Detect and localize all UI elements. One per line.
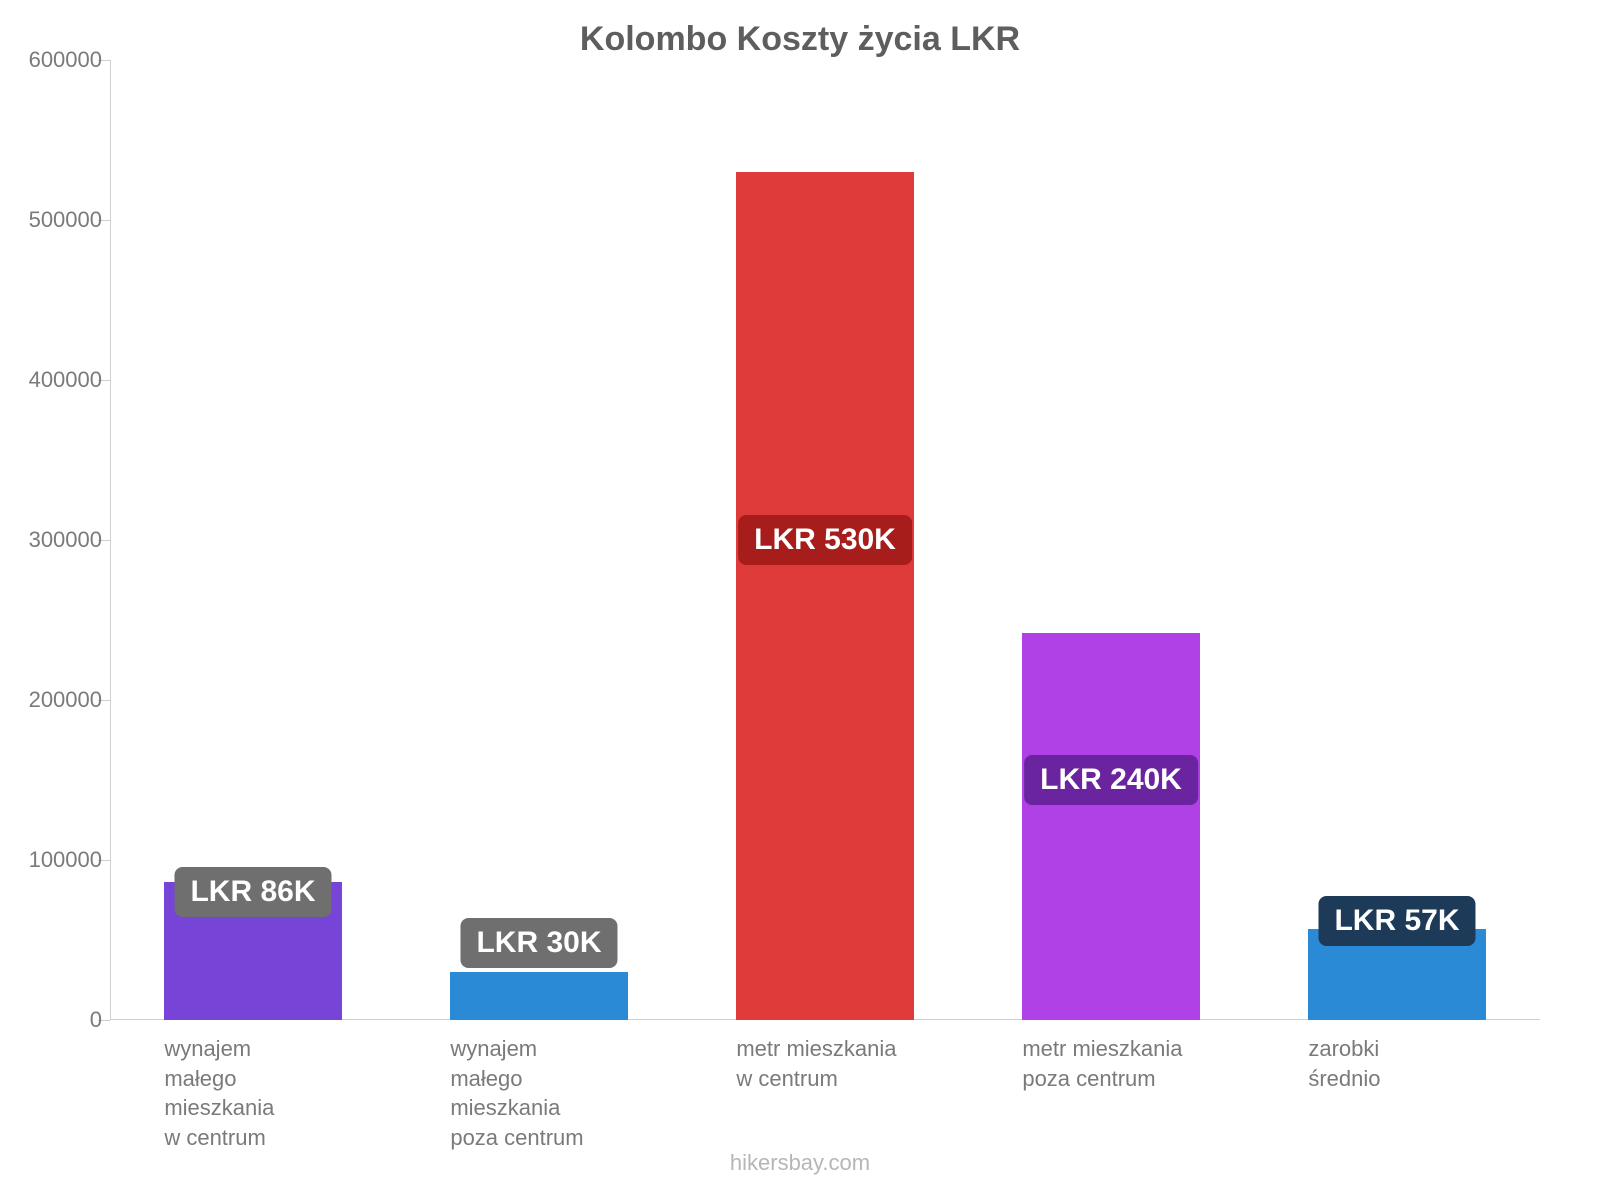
x-axis-label: wynajemmałegomieszkaniapoza centrum <box>450 1020 687 1153</box>
bar <box>450 972 627 1020</box>
y-tick-label: 400000 <box>2 367 102 393</box>
value-badge: LKR 30K <box>460 918 617 968</box>
value-badge: LKR 86K <box>174 867 331 917</box>
value-badge: LKR 530K <box>738 515 912 565</box>
y-tick-label: 300000 <box>2 527 102 553</box>
chart-title: Kolombo Koszty życia LKR <box>0 20 1600 59</box>
plot-area: 0100000200000300000400000500000600000LKR… <box>110 60 1540 1020</box>
chart-container: Kolombo Koszty życia LKR 010000020000030… <box>0 0 1600 1200</box>
y-tick-label: 500000 <box>2 207 102 233</box>
x-axis-label: metr mieszkaniaw centrum <box>736 1020 973 1093</box>
y-tick-label: 200000 <box>2 687 102 713</box>
x-axis-label: metr mieszkaniapoza centrum <box>1022 1020 1259 1093</box>
y-axis-line <box>110 60 111 1020</box>
value-badge: LKR 57K <box>1318 896 1475 946</box>
value-badge: LKR 240K <box>1024 755 1198 805</box>
y-tick-label: 600000 <box>2 47 102 73</box>
x-axis-label: zarobkiśrednio <box>1308 1020 1545 1093</box>
bar <box>736 172 913 1020</box>
y-tick-label: 100000 <box>2 847 102 873</box>
bar <box>1022 633 1199 1020</box>
y-tick-label: 0 <box>2 1007 102 1033</box>
attribution-text: hikersbay.com <box>0 1150 1600 1176</box>
x-axis-label: wynajemmałegomieszkaniaw centrum <box>164 1020 401 1153</box>
